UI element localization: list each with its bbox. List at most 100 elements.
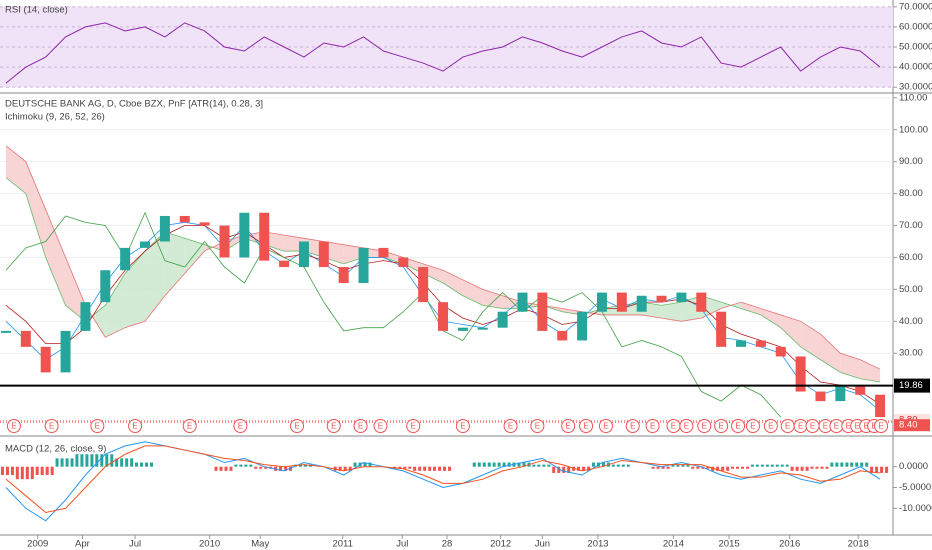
cloud — [820, 334, 841, 373]
histogram-bar — [706, 466, 710, 469]
histogram-bar — [234, 464, 238, 467]
histogram-bar — [80, 454, 84, 467]
histogram-bar — [731, 466, 735, 469]
histogram-bar — [611, 464, 615, 467]
earnings-label: E — [583, 422, 588, 431]
histogram-bar — [343, 466, 347, 471]
histogram-bar — [582, 466, 586, 471]
earnings-label: E — [411, 422, 416, 431]
histogram-bar — [70, 458, 74, 467]
histogram-bar — [338, 466, 342, 471]
earnings-label: E — [11, 422, 16, 431]
pnf-column — [120, 247, 131, 271]
earnings-marker — [6, 419, 21, 433]
cloud — [462, 279, 483, 306]
histogram-bar — [785, 464, 789, 467]
earnings-marker — [745, 419, 760, 433]
pnf-column — [398, 257, 409, 268]
earnings-label: E — [238, 422, 243, 431]
y-tick-label: 50.00 — [899, 284, 923, 295]
cloud — [741, 302, 761, 315]
y-tick-label: 110.00 — [899, 92, 927, 103]
y-tick-label: 30.00 — [899, 348, 923, 359]
pnf-column — [159, 215, 170, 242]
earnings-label: E — [294, 422, 299, 431]
cloud — [443, 270, 463, 296]
pnf-column — [477, 327, 488, 330]
histogram-bar — [875, 466, 879, 473]
histogram-bar — [95, 454, 99, 467]
earnings-label: E — [878, 422, 883, 431]
earnings-marker — [697, 419, 712, 433]
histogram-bar — [398, 466, 402, 469]
pnf-column — [60, 330, 71, 373]
histogram-bar — [110, 454, 114, 467]
pnf-column — [20, 330, 31, 347]
earnings-label: E — [378, 422, 383, 431]
earnings-marker — [561, 419, 576, 433]
y-tick-label: 30.0000 — [899, 82, 932, 93]
y-tick-label: 100.00 — [899, 124, 928, 135]
histogram-bar — [279, 466, 283, 471]
histogram-bar — [487, 462, 491, 467]
earnings-label: E — [702, 422, 707, 431]
histogram-bar — [60, 458, 64, 467]
histogram-bar — [780, 464, 784, 467]
histogram-bar — [30, 466, 34, 480]
histogram-bar — [15, 466, 19, 480]
earnings-label: E — [358, 422, 363, 431]
y-tick-label: 60.0000 — [899, 21, 932, 32]
earnings-marker — [530, 419, 545, 433]
histogram-bar — [408, 466, 412, 469]
earnings-label: E — [785, 422, 790, 431]
histogram-bar — [865, 462, 869, 467]
x-tick-label: 2018 — [848, 539, 869, 550]
pnf-column — [775, 346, 786, 357]
histogram-bar — [264, 466, 268, 469]
pnf-column — [497, 311, 508, 328]
histogram-bar — [850, 462, 854, 467]
histogram-bar — [621, 464, 625, 467]
histogram-bar — [661, 466, 665, 469]
earnings-label: E — [750, 422, 755, 431]
pane-subtitle: Ichimoku (9, 26, 52, 26) — [5, 112, 105, 123]
histogram-bar — [750, 464, 754, 467]
histogram-bar — [676, 464, 680, 467]
histogram-bar — [45, 466, 49, 476]
histogram-bar — [671, 464, 675, 467]
y-tick-label: 40.00 — [899, 316, 923, 327]
histogram-bar — [348, 466, 352, 471]
histogram-bar — [691, 466, 695, 469]
earnings-marker — [731, 419, 746, 433]
histogram-bar — [855, 462, 859, 467]
earnings-label: E — [735, 422, 740, 431]
histogram-bar — [502, 462, 506, 467]
earnings-marker — [373, 419, 388, 433]
histogram-bar — [567, 466, 571, 473]
pnf-column — [438, 302, 449, 331]
earnings-marker — [598, 419, 613, 433]
histogram-bar — [413, 466, 417, 471]
histogram-bar — [65, 458, 69, 467]
earnings-marker — [679, 419, 694, 433]
histogram-bar — [105, 454, 109, 467]
histogram-bar — [219, 466, 223, 471]
pnf-column — [696, 292, 707, 312]
earnings-marker — [455, 419, 470, 433]
earnings-marker — [645, 419, 660, 433]
earnings-label: E — [95, 422, 100, 431]
pnf-column — [457, 327, 468, 331]
histogram-bar — [120, 458, 124, 467]
histogram-bar — [418, 466, 422, 471]
pnf-column — [656, 295, 667, 303]
histogram-bar — [10, 466, 14, 476]
earnings-label: E — [650, 422, 655, 431]
pnf-column — [636, 295, 647, 312]
pnf-column — [0, 330, 11, 333]
pnf-column — [298, 241, 309, 268]
histogram-bar — [577, 466, 581, 471]
cloud — [45, 209, 66, 306]
pane-title: MACD (12, 26, close, 9) — [5, 444, 106, 455]
histogram-bar — [616, 464, 620, 467]
earnings-marker — [714, 419, 729, 433]
